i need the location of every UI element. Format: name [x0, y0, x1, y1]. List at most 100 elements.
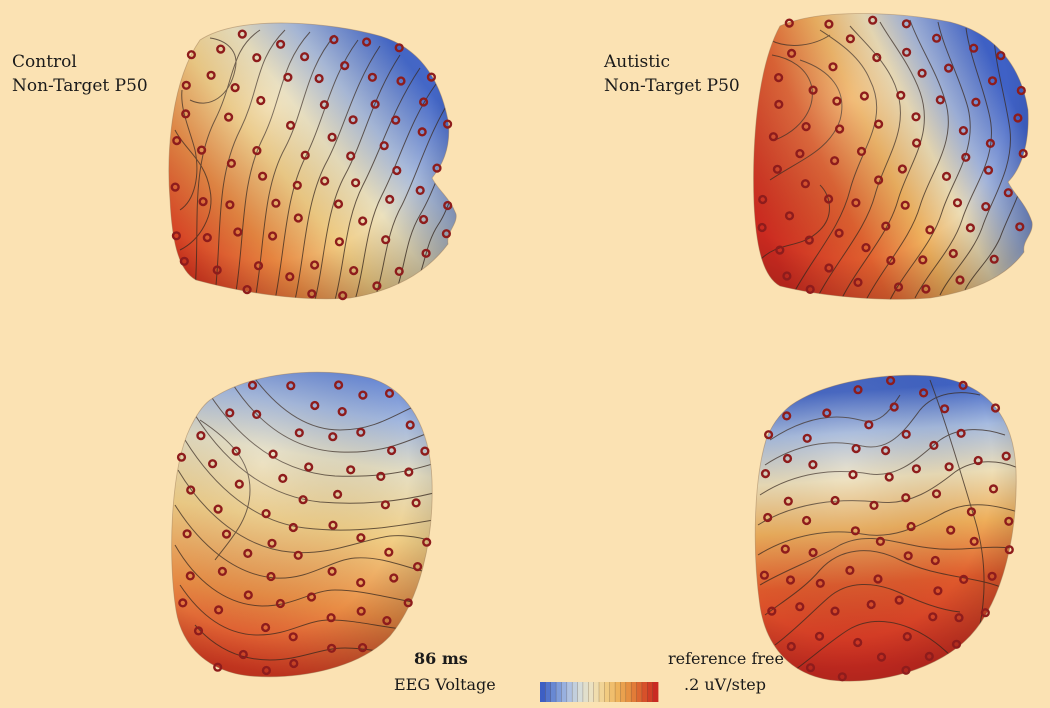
electrode	[289, 658, 299, 669]
electrode	[824, 263, 834, 273]
electrode	[856, 146, 867, 157]
electrode	[864, 420, 874, 430]
electrode	[952, 198, 963, 208]
electrode	[405, 420, 415, 430]
electrode	[258, 171, 268, 181]
electrode	[948, 248, 958, 259]
electrode	[300, 150, 310, 160]
electrode	[1004, 545, 1014, 555]
electrode	[850, 526, 861, 536]
color-scale-step	[588, 682, 595, 702]
electrode	[310, 400, 320, 411]
electrode	[837, 672, 847, 682]
electrode	[981, 202, 991, 212]
electrode	[221, 529, 232, 539]
electrode	[853, 277, 863, 288]
electrode	[893, 282, 904, 292]
electrode	[327, 132, 337, 142]
electrode	[757, 222, 767, 233]
electrode	[328, 520, 338, 530]
color-scale-step	[561, 682, 568, 702]
electrode	[356, 606, 366, 616]
color-scale-step	[593, 682, 600, 702]
electrode	[283, 72, 293, 82]
electrode	[866, 599, 876, 610]
electrode	[969, 536, 979, 547]
electrode	[859, 91, 870, 101]
electrode	[901, 429, 911, 439]
electrode	[213, 504, 223, 514]
electrode	[795, 149, 805, 159]
electrode	[181, 109, 191, 119]
electrode	[935, 95, 945, 105]
electrode	[829, 156, 840, 166]
electrode	[261, 622, 271, 633]
electrode	[1004, 516, 1014, 526]
electrode	[784, 211, 795, 221]
electrode	[381, 235, 391, 245]
electrode	[875, 536, 886, 547]
electrode	[966, 507, 977, 517]
electrode	[873, 175, 884, 185]
electrode	[411, 498, 421, 508]
control-title-line1: Control	[12, 52, 77, 72]
electrode	[186, 50, 197, 60]
electrode	[252, 146, 262, 156]
electrode	[212, 265, 222, 275]
electrode	[417, 127, 427, 137]
color-scale-step	[545, 682, 552, 702]
electrode	[900, 200, 910, 210]
electrode	[1018, 148, 1028, 159]
electrode	[198, 197, 208, 207]
electrode	[392, 165, 402, 176]
electrode	[443, 119, 453, 129]
electrode	[782, 271, 792, 281]
electrode	[759, 570, 770, 580]
electrode	[394, 43, 404, 53]
color-scale-step	[577, 682, 584, 702]
electrode	[873, 119, 884, 129]
electrode	[931, 489, 942, 499]
electrode	[805, 663, 816, 673]
electrode	[186, 485, 196, 495]
electrode	[243, 548, 253, 559]
electrode	[197, 145, 207, 155]
electrode	[782, 411, 792, 421]
electrode	[903, 551, 913, 561]
electrode	[348, 115, 358, 125]
electrode	[314, 73, 324, 84]
electrode	[924, 651, 934, 662]
electrode	[426, 72, 437, 82]
electrode	[327, 643, 337, 653]
electrode	[420, 446, 430, 456]
electrode	[943, 63, 954, 73]
control-top-electrodes	[176, 380, 432, 676]
electrode	[333, 489, 343, 500]
electrode	[988, 484, 999, 494]
electrode	[996, 50, 1006, 61]
electrode	[176, 452, 187, 462]
electrode	[256, 95, 266, 106]
electrode	[958, 380, 968, 391]
electrode	[358, 216, 368, 226]
electrode	[293, 213, 303, 223]
electrode	[278, 473, 288, 484]
electrode	[285, 272, 295, 282]
electrode	[358, 390, 368, 400]
electrode	[786, 48, 797, 59]
electrode	[230, 82, 240, 93]
color-scale-step	[615, 682, 621, 702]
electrode	[925, 225, 935, 235]
electrode	[823, 194, 834, 204]
electrode	[356, 427, 366, 437]
electrode	[954, 613, 964, 623]
time-label: 86 ms	[414, 649, 468, 668]
electrode	[783, 496, 793, 506]
electrode	[346, 151, 356, 161]
electrode	[800, 179, 811, 189]
electrode	[773, 72, 784, 83]
electrode	[931, 33, 942, 43]
electrode	[185, 571, 195, 581]
electrode	[785, 575, 796, 585]
